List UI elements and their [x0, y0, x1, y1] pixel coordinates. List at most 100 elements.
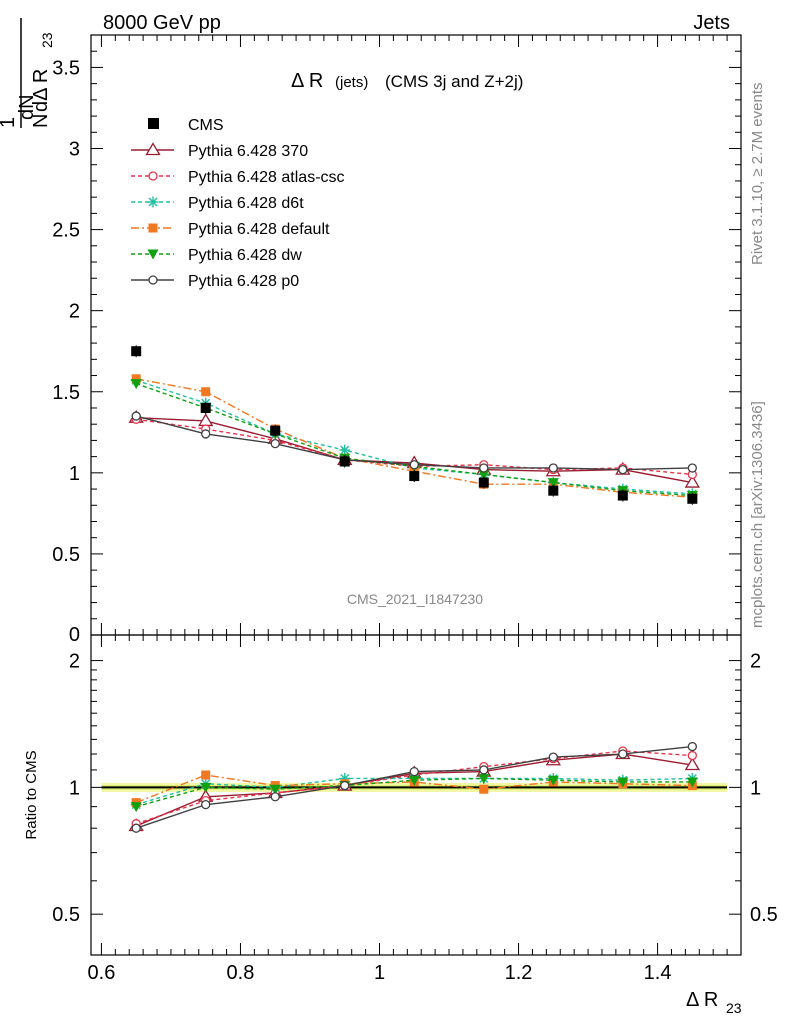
y-tick-label: 3 — [69, 139, 80, 161]
ratio-tick-label: 1 — [69, 777, 80, 799]
legend-label: CMS — [188, 117, 224, 134]
data-point — [687, 493, 698, 504]
x-tick-label: 0.8 — [227, 962, 255, 984]
header-beam-label: 8000 GeV pp — [103, 12, 221, 34]
data-point — [200, 402, 211, 413]
ratio-series-point — [479, 765, 489, 775]
ratio-tick-label: 2 — [69, 651, 80, 673]
legend-marker — [148, 223, 158, 233]
ratio-series-point — [409, 766, 419, 777]
ylabel-den-n: N — [30, 114, 52, 128]
legend-entry: Pythia 6.428 370 — [131, 142, 308, 160]
legend-label: Pythia 6.428 d6t — [188, 195, 304, 212]
ratio-tick-label-right: 2 — [750, 651, 761, 673]
series-point — [479, 463, 489, 473]
x-tick-label: 1 — [374, 962, 385, 984]
mcplots-label: mcplots.cern.ch [arXiv:1306.3436] — [749, 401, 766, 628]
title-small: (jets) — [335, 74, 368, 91]
legend-marker — [148, 118, 159, 129]
title-main: Δ R — [291, 70, 323, 92]
series-point — [201, 429, 211, 439]
series-point — [687, 463, 697, 473]
series-point — [684, 474, 700, 488]
ratio-series-point — [200, 782, 212, 793]
y-tick-label: 0 — [69, 624, 80, 646]
series-point — [409, 460, 419, 470]
ratio-y-axis-label: Ratio to CMS — [23, 750, 40, 839]
ratio-series-point — [269, 784, 281, 795]
ratio-series-point — [687, 750, 697, 761]
legend-entry: CMS — [148, 117, 224, 134]
legend-entry: Pythia 6.428 p0 — [131, 273, 299, 290]
legend: CMS Pythia 6.428 370 Pythia 6.428 atlas-cs… — [131, 117, 345, 290]
legend-label: Pythia 6.428 370 — [188, 143, 308, 160]
series-point — [339, 444, 351, 456]
xlabel-main: Δ R — [686, 989, 718, 1011]
header-process-label: Jets — [693, 12, 730, 34]
ratio-series-point — [201, 770, 211, 780]
x-tick-label: 1.4 — [644, 962, 672, 984]
ratio-series-point — [130, 802, 142, 813]
series-line — [135, 379, 693, 495]
series-point — [131, 374, 141, 384]
legend-marker — [148, 275, 158, 285]
series-point — [618, 464, 628, 475]
ratio-series-point — [131, 823, 141, 833]
x-tick-label: 0.6 — [88, 962, 116, 984]
y-tick-label: 3.5 — [52, 57, 80, 79]
series-point — [547, 478, 559, 489]
main-y-axis-label: 1 dN N dΔ R 23 — [0, 18, 55, 128]
y-tick-label: 2.5 — [52, 220, 80, 242]
legend-label: Pythia 6.428 dw — [188, 247, 302, 264]
ratio-series-point — [479, 784, 489, 794]
data-point — [131, 346, 142, 357]
series-layer — [128, 345, 700, 833]
series-point — [478, 469, 490, 480]
legend-entry: Pythia 6.428 atlas-csc — [131, 169, 345, 186]
xlabel-subscript: 23 — [726, 1000, 742, 1016]
legend-marker — [145, 142, 161, 156]
ratio-series-point — [201, 799, 211, 810]
ratio-plot-frame — [90, 634, 742, 956]
ratio-series-point — [408, 775, 420, 786]
ratio-series-point — [547, 775, 559, 786]
ylabel-subscript: 23 — [39, 32, 55, 48]
ratio-series-point — [340, 780, 350, 791]
legend-label: Pythia 6.428 atlas-csc — [188, 169, 345, 186]
y-tick-label: 2 — [69, 301, 80, 323]
x-tick-label: 1.2 — [505, 962, 533, 984]
legend-entry: Pythia 6.428 default — [131, 221, 330, 238]
plot-title: Δ R (jets) (CMS 3j and Z+2j) — [291, 70, 523, 92]
rivet-version-label: Rivet 3.1.10, ≥ 2.7M events — [749, 83, 766, 266]
ratio-tick-label-right: 1 — [750, 777, 761, 799]
ratio-series-point — [270, 792, 280, 802]
title-rest: (CMS 3j and Z+2j) — [385, 72, 523, 91]
data-point — [617, 490, 628, 501]
data-point — [478, 477, 489, 488]
data-point — [409, 471, 420, 482]
ratio-series-point — [617, 777, 629, 788]
x-axis-label: Δ R 23 — [686, 989, 742, 1016]
legend-marker — [148, 171, 158, 181]
y-tick-label: 1.5 — [52, 382, 80, 404]
legend-marker — [147, 249, 159, 260]
series-point — [201, 387, 211, 397]
series-point — [548, 463, 558, 473]
ratio-series-point — [686, 777, 698, 788]
ratio-series-point — [687, 741, 697, 752]
legend-marker — [147, 196, 159, 208]
legend-entry: Pythia 6.428 d6t — [131, 195, 304, 212]
axes-layer: 0.6 0.8 1 1.2 1.4 0 0.5 1 1.5 2 2.5 3 3.5 0.5 0.5 1 1 2 2 — [52, 34, 778, 984]
series-point — [198, 413, 214, 427]
data-point — [270, 425, 281, 436]
data-point — [548, 485, 559, 496]
data-point — [339, 456, 350, 467]
y-tick-label: 0.5 — [52, 544, 80, 566]
y-tick-label: 1 — [69, 463, 80, 485]
ratio-tick-label-right: 0.5 — [750, 904, 778, 926]
ratio-series-point — [478, 773, 490, 784]
analysis-watermark: CMS_2021_I1847230 — [347, 591, 483, 607]
series-line — [135, 382, 693, 497]
ratio-series-point — [618, 749, 628, 759]
